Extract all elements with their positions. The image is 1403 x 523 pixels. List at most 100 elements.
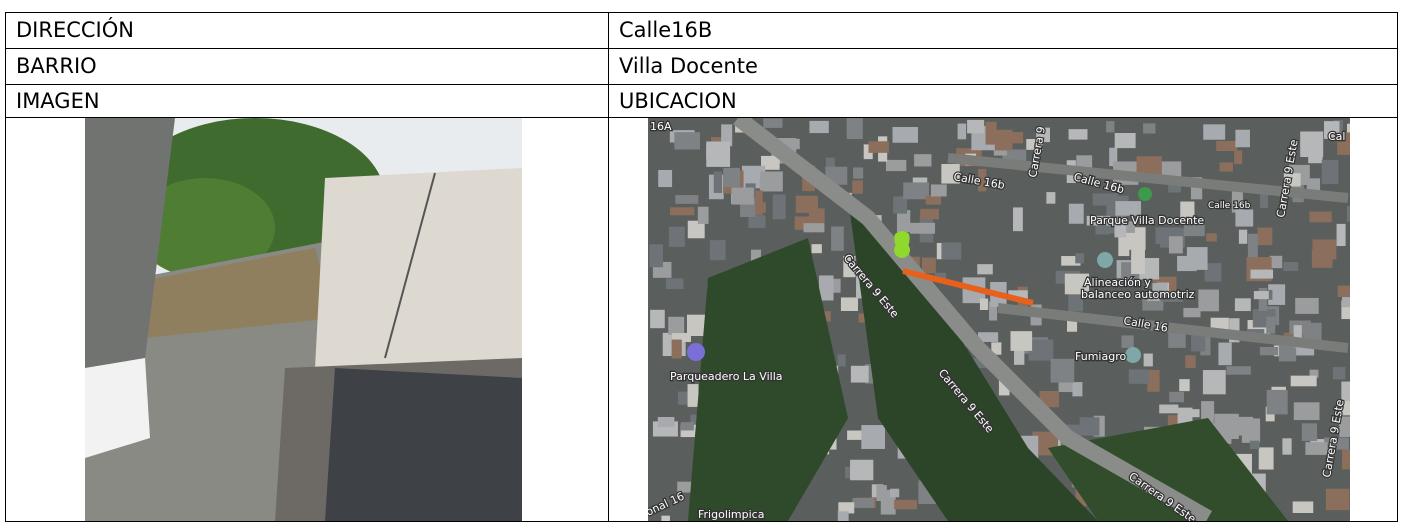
building [1095, 225, 1110, 235]
building [1086, 215, 1111, 226]
building [868, 141, 889, 153]
building [977, 264, 993, 275]
building [837, 511, 849, 521]
map-label: balanceo automotriz [1081, 288, 1195, 301]
building [1036, 127, 1051, 143]
building [979, 298, 989, 310]
building [1235, 209, 1254, 227]
building [930, 184, 947, 197]
building [840, 297, 858, 312]
building [658, 169, 673, 188]
building [903, 182, 929, 200]
cell: Villa Docente [608, 48, 1398, 85]
building [1204, 263, 1222, 282]
building [1234, 298, 1251, 312]
building [1216, 140, 1238, 152]
building [1295, 297, 1319, 314]
building [957, 123, 967, 140]
building [809, 120, 829, 134]
building [1332, 367, 1346, 380]
building [713, 171, 723, 193]
route-line [902, 268, 1034, 306]
building [1013, 207, 1023, 232]
building [1152, 283, 1168, 297]
building [795, 195, 818, 213]
building [1079, 417, 1100, 436]
building [1339, 416, 1350, 438]
building [935, 272, 947, 282]
building [1282, 438, 1292, 455]
building [852, 180, 863, 194]
building [1200, 334, 1211, 356]
cell: Calle16B [608, 12, 1398, 49]
building [892, 127, 918, 143]
map-cell [608, 117, 1398, 522]
building [1183, 307, 1201, 318]
building [850, 459, 874, 481]
building [941, 242, 962, 260]
map-label: Parqueadero La Villa [670, 370, 783, 383]
building [1186, 247, 1208, 270]
building [1046, 192, 1056, 204]
map-label: Parque Villa Docente [1090, 214, 1204, 227]
building [1341, 381, 1350, 402]
building [1010, 331, 1033, 351]
building [1118, 221, 1136, 233]
building [977, 332, 999, 342]
building [1309, 211, 1332, 223]
building [914, 154, 932, 167]
building [1131, 249, 1145, 274]
building [1219, 162, 1234, 172]
building [1026, 139, 1043, 150]
building [1300, 131, 1324, 158]
building [1075, 253, 1085, 264]
map-label: 16A [650, 120, 672, 133]
building [1169, 391, 1185, 403]
building [1249, 440, 1260, 450]
building [1008, 132, 1024, 144]
building [669, 207, 695, 216]
building [1235, 129, 1250, 148]
cell: DIRECCIÓN [5, 12, 609, 49]
map: 16A Calle 16b Calle 16b Calle 16b Parque… [648, 118, 1350, 521]
building [1309, 369, 1319, 378]
building [1346, 205, 1350, 222]
building [671, 333, 691, 342]
building [1293, 325, 1302, 348]
building [1336, 223, 1346, 247]
building [1308, 153, 1323, 164]
building [846, 118, 863, 140]
building [853, 167, 864, 179]
building [847, 430, 867, 440]
building [1218, 342, 1232, 366]
map-label: Fumiagro [1075, 350, 1126, 363]
building [761, 155, 780, 170]
building [1341, 300, 1350, 320]
building [1028, 339, 1054, 361]
building [1092, 193, 1118, 206]
building [864, 364, 874, 384]
building [1206, 233, 1217, 242]
building [709, 240, 726, 261]
building [1179, 379, 1190, 392]
building [922, 257, 936, 274]
pin [894, 231, 911, 258]
building [674, 132, 700, 150]
building [989, 301, 998, 321]
building [750, 249, 761, 264]
building [759, 177, 774, 191]
building [649, 244, 663, 268]
building [661, 515, 670, 521]
building [1342, 449, 1350, 470]
building [748, 215, 766, 228]
building [1324, 437, 1349, 450]
building [680, 422, 694, 431]
building [687, 384, 699, 407]
building [1258, 287, 1268, 311]
building [1269, 255, 1283, 269]
building [1311, 249, 1333, 268]
building [1231, 190, 1243, 213]
building [1238, 229, 1248, 244]
building [811, 244, 822, 254]
building [1114, 216, 1127, 238]
